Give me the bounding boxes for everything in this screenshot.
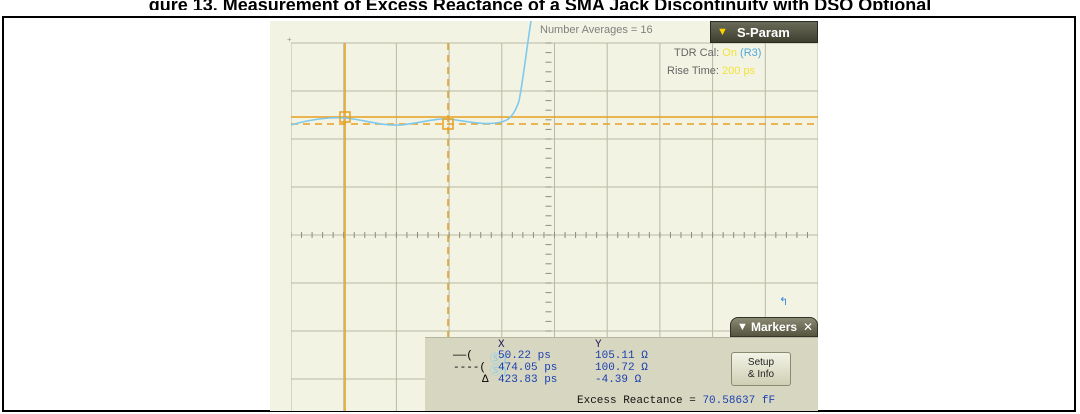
rise-time-readout: Rise Time: 200 ps — [667, 65, 755, 77]
tdr-cal-label: TDR Cal: — [674, 47, 720, 59]
s-param-menu-button[interactable]: ▼ S-Param — [710, 21, 818, 43]
marker-1-square[interactable] — [339, 111, 351, 123]
triangle-down-icon: ▼ — [717, 26, 728, 38]
close-icon[interactable]: ✕ — [803, 320, 814, 334]
marker-2-badge[interactable]: Ⓢ) — [490, 366, 508, 378]
marker-1-x: 50.22 ps — [498, 350, 551, 362]
setup-line-2: & Info — [747, 369, 775, 380]
marker-2-x: 474.05 ps — [498, 362, 558, 374]
scope-left-margin — [270, 21, 291, 411]
excess-reactance-readout: Excess Reactance = 70.58637 fF — [577, 395, 775, 407]
setup-info-button[interactable]: Setup & Info — [731, 352, 791, 386]
column-header-x: X — [498, 339, 505, 351]
markers-tab[interactable]: ▼ Markers ✕ — [730, 317, 818, 337]
tdr-cal-value: On — [722, 47, 737, 59]
triangle-down-icon: ▼ — [737, 321, 748, 333]
setup-line-1: Setup — [747, 357, 775, 368]
number-averages: Number Averages = 16 — [540, 24, 653, 36]
marker-2-line-symbol: ----( — [453, 362, 487, 374]
marker-2-y: 100.72 Ω — [595, 362, 648, 374]
oscilloscope-screen: + Number Averages = 16 ▼ S-Param TDR Cal… — [270, 21, 818, 411]
rise-time-value: 200 ps — [722, 65, 756, 77]
excess-reactance-label: Excess Reactance = — [577, 395, 696, 407]
markers-panel: X Y ——( Ⓢ) 50.22 ps 105.11 Ω ----( Ⓢ) 47… — [425, 337, 818, 411]
delta-x: 423.83 ps — [498, 374, 558, 386]
axis-origin-mark: + — [287, 35, 292, 44]
excess-reactance-value: 70.58637 fF — [702, 395, 776, 407]
tdr-cal-ref: (R3) — [740, 47, 762, 59]
s-param-label: S-Param — [737, 25, 790, 40]
averages-label: Number Averages = — [540, 24, 638, 36]
cursor-arrow-icon: ↰ — [779, 296, 789, 308]
column-header-y: Y — [595, 339, 602, 351]
tdr-cal-readout: TDR Cal: On (R3) — [674, 47, 761, 59]
delta-y: -4.39 Ω — [595, 374, 642, 386]
rise-time-label: Rise Time: — [667, 65, 719, 77]
marker-2-square[interactable] — [442, 118, 454, 130]
markers-tab-label: Markers — [751, 320, 798, 334]
figure-caption: gure 13. Measurement of Excess Reactance… — [148, 0, 932, 10]
marker-1-y: 105.11 Ω — [595, 350, 648, 362]
tdr-trace — [291, 21, 532, 126]
marker-1-badge[interactable]: Ⓢ) — [490, 354, 508, 366]
delta-symbol: Δ — [482, 374, 489, 386]
averages-value: 16 — [640, 24, 653, 36]
marker-1-line-symbol: ——( — [453, 350, 473, 362]
